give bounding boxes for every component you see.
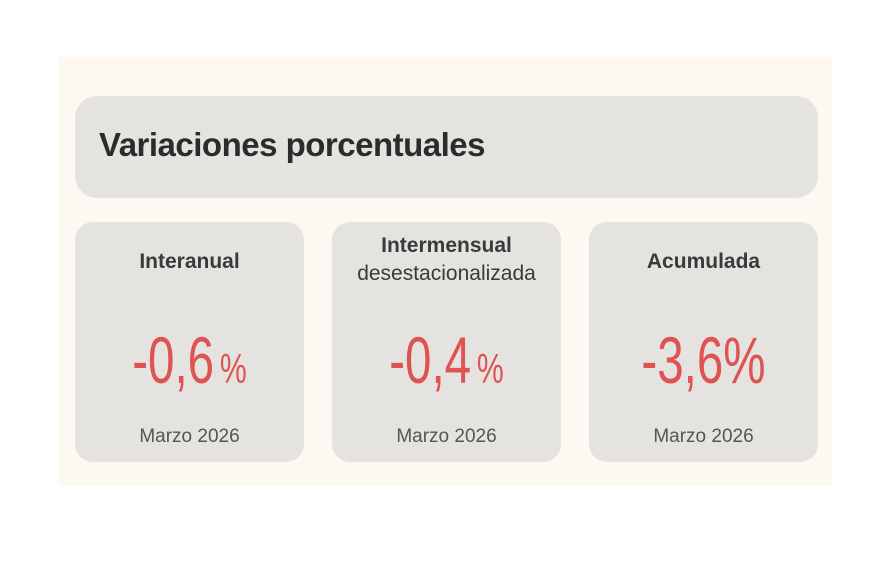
title: Variaciones porcentuales: [99, 126, 486, 163]
card-sublabel: desestacionalizada: [357, 262, 536, 285]
value-unit: %: [476, 345, 504, 392]
card-label: Intermensual: [381, 234, 512, 257]
card-value: -0,6%: [107, 322, 272, 398]
value-number: -3,6: [641, 323, 724, 397]
card-date: Marzo 2026: [396, 426, 497, 447]
card-label: Acumulada: [646, 250, 761, 273]
card-label: Interanual: [139, 250, 240, 273]
card-value: -3,6%: [621, 322, 786, 398]
value-number: -0,6: [132, 323, 215, 397]
card-date: Marzo 2026: [653, 426, 754, 447]
header: Variaciones porcentuales: [75, 96, 818, 198]
card: Interanual -0,6% Marzo 2026: [75, 222, 304, 462]
card-date: Marzo 2026: [139, 426, 240, 447]
value-unit: %: [723, 323, 766, 397]
value-number: -0,4: [389, 323, 472, 397]
value-unit: %: [219, 345, 247, 392]
card: Intermensual desestacionalizada -0,4% Ma…: [332, 222, 561, 462]
card-value: -0,4%: [364, 322, 529, 398]
card: Acumulada -3,6% Marzo 2026: [589, 222, 818, 462]
